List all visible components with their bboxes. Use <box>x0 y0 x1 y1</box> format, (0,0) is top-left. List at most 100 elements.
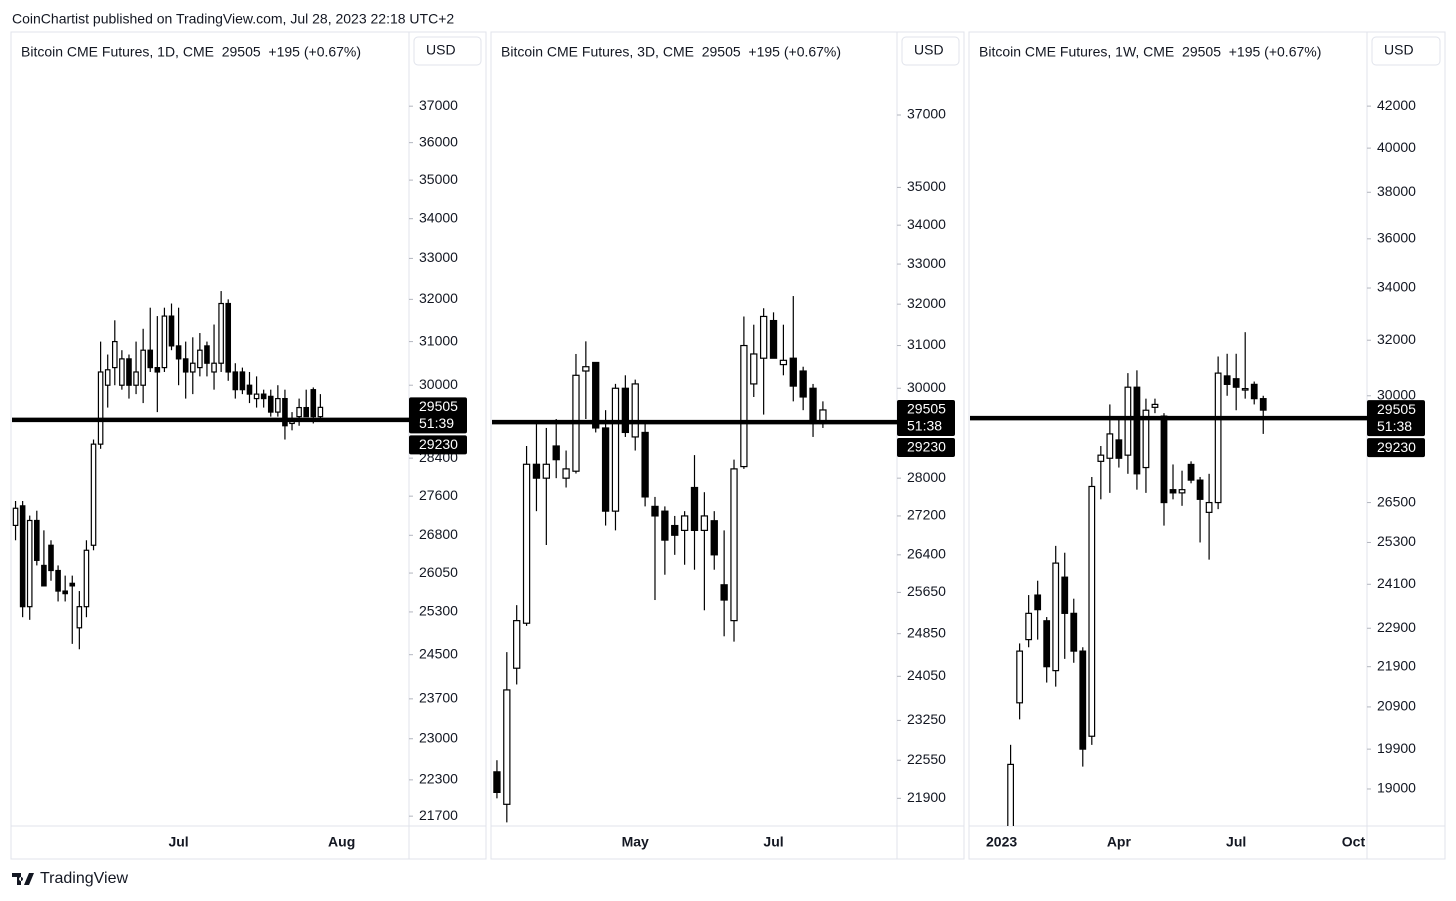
countdown-label: 51:39 <box>419 415 454 431</box>
candle-body <box>161 315 168 369</box>
hline-price-box <box>409 435 467 455</box>
candle-body <box>710 520 718 556</box>
candle-body <box>621 387 630 434</box>
y-tick-label: 25300 <box>419 603 458 619</box>
candle-body <box>641 431 649 498</box>
footer: TradingView <box>40 870 128 887</box>
candle-body <box>69 582 76 587</box>
currency-label[interactable]: USD <box>914 42 944 58</box>
y-tick-label: 37000 <box>907 106 946 122</box>
candle-body <box>34 519 40 561</box>
candle-body <box>730 468 738 622</box>
chart-title: Bitcoin CME Futures, 3D, CME 29505 +195 … <box>501 44 841 60</box>
last-price-label: 29505 <box>907 401 946 417</box>
y-tick-label: 36000 <box>419 133 458 149</box>
candle-body <box>809 387 817 425</box>
y-tick-label: 24050 <box>907 667 946 683</box>
candle-body <box>680 515 689 531</box>
y-tick-label: 24850 <box>907 624 946 640</box>
y-tick-label: 37000 <box>419 97 458 113</box>
y-tick-label: 25650 <box>907 583 946 599</box>
y-tick-label: 26800 <box>419 526 458 542</box>
hline-price-label: 29230 <box>907 439 946 455</box>
candle-body <box>1052 562 1060 672</box>
candle-body <box>789 357 797 387</box>
currency-button[interactable]: USD <box>901 36 960 66</box>
currency-button-frame[interactable] <box>1371 36 1441 66</box>
y-tick-label: 35000 <box>419 171 458 187</box>
candle-body <box>1034 594 1042 611</box>
x-tick-label: Apr <box>1107 834 1132 850</box>
y-tick-label: 20900 <box>1377 698 1416 714</box>
chart-title: Bitcoin CME Futures, 1W, CME 29505 +195 … <box>979 44 1321 60</box>
candle-body <box>1223 375 1231 385</box>
time-axis: Jul Aug <box>168 834 355 850</box>
candle-body <box>690 486 699 531</box>
candle-body <box>631 383 639 438</box>
y-tick-label: 30000 <box>419 376 458 392</box>
candle-body <box>1151 403 1159 408</box>
currency-button-frame[interactable] <box>413 36 482 66</box>
candle-body <box>1205 501 1213 513</box>
y-tick-label: 31000 <box>907 336 946 352</box>
candle-body <box>1025 612 1033 641</box>
time-axis: May Jul <box>622 834 784 850</box>
y-tick-label: 33000 <box>907 255 946 271</box>
y-tick-label: 35000 <box>907 178 946 194</box>
candle-body <box>651 505 659 517</box>
candle-body <box>246 384 253 395</box>
candle-body <box>1259 398 1267 411</box>
candle-body <box>296 406 302 418</box>
candle-body <box>611 387 620 512</box>
currency-button[interactable]: USD <box>413 36 482 66</box>
candle-body <box>1160 415 1168 504</box>
candle-body <box>1241 388 1249 391</box>
y-tick-label: 31000 <box>419 332 458 348</box>
currency-label[interactable]: USD <box>426 42 456 58</box>
candle-body <box>700 515 709 531</box>
candle-body <box>1133 386 1141 475</box>
last-price-box <box>1367 400 1425 437</box>
candle-body <box>147 349 154 369</box>
y-tick-label: 27200 <box>907 507 946 523</box>
candle-body <box>168 315 175 347</box>
candle-body <box>218 302 224 364</box>
candle-body <box>1097 454 1105 462</box>
candle-body <box>513 620 521 669</box>
x-tick-label: Jul <box>168 834 188 850</box>
hline-price-label: 29230 <box>419 436 458 452</box>
y-tick-label: 34000 <box>419 209 458 225</box>
candle-body <box>26 519 33 608</box>
candle-body <box>1088 485 1096 737</box>
y-tick-label: 32000 <box>419 290 458 306</box>
x-tick-label: Oct <box>1342 834 1366 850</box>
y-tick-label: 42000 <box>1377 97 1416 113</box>
candle-body <box>1124 386 1132 456</box>
y-tick-label: 40000 <box>1377 139 1416 155</box>
y-tick-label: 32000 <box>1377 331 1416 347</box>
plot-area <box>12 291 409 650</box>
candle-body <box>972 890 978 895</box>
candle-body <box>204 345 210 364</box>
candle-body <box>62 590 68 595</box>
candle-body <box>310 389 317 418</box>
currency-label[interactable]: USD <box>1384 42 1414 58</box>
candle-body <box>1178 489 1186 494</box>
y-tick-label: 34000 <box>1377 279 1416 295</box>
y-tick-label: 32000 <box>907 295 946 311</box>
y-tick-label: 30000 <box>1377 386 1416 402</box>
hline-price-label: 29230 <box>1377 439 1416 455</box>
candle-body <box>19 505 26 608</box>
candle-body <box>1142 409 1150 469</box>
y-tick-label: 22550 <box>907 751 946 767</box>
candle-body <box>41 564 47 587</box>
candle-body <box>140 349 146 386</box>
candle-body <box>275 397 281 413</box>
last-price-label: 29505 <box>1377 401 1416 417</box>
x-tick-label: Jul <box>1226 834 1246 850</box>
currency-button-frame[interactable] <box>901 36 960 66</box>
currency-button[interactable]: USD <box>1371 36 1441 66</box>
candle-body <box>12 507 19 527</box>
